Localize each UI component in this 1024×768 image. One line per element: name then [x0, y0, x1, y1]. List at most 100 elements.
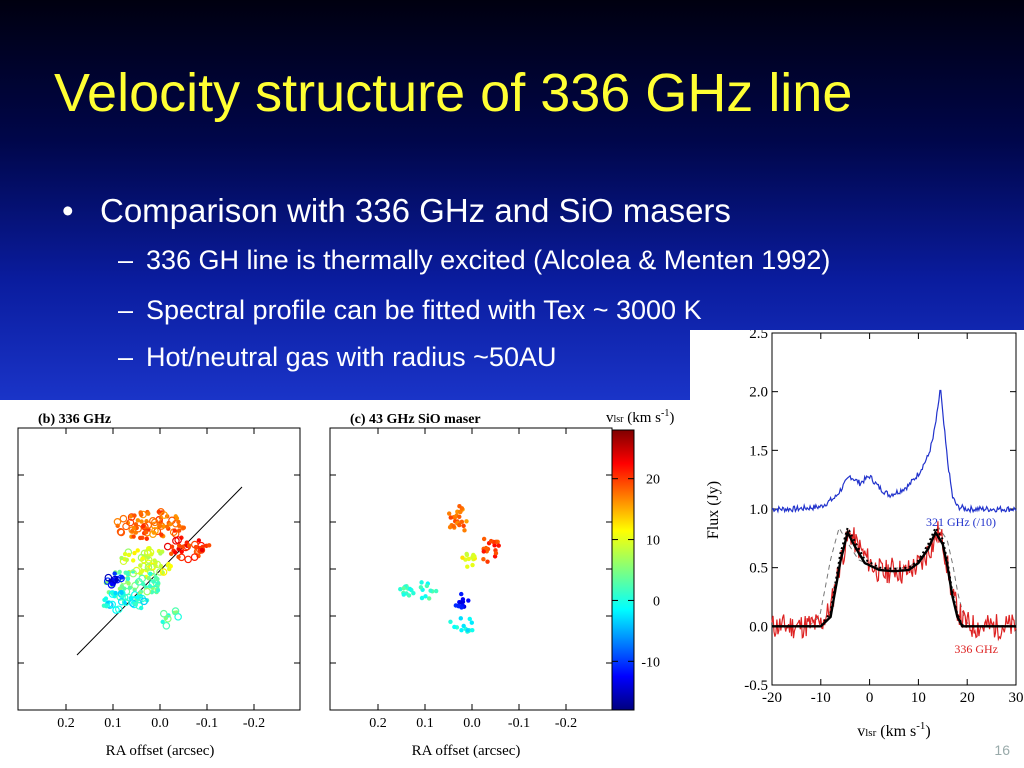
- panel-c-xlabel: RA offset (arcsec): [412, 743, 521, 759]
- maser-point: [197, 546, 206, 554]
- maser-point: [398, 586, 403, 592]
- maser-point: [179, 535, 184, 540]
- maser-point: [159, 609, 168, 618]
- maser-point: [457, 504, 462, 509]
- tick-label: 0.5: [749, 561, 768, 577]
- maser-point: [493, 551, 499, 556]
- maser-point: [174, 536, 182, 544]
- tick-label: -0.1: [508, 716, 530, 731]
- maser-point: [176, 523, 182, 528]
- maser-point: [168, 522, 173, 527]
- panel-b-fit-line: [76, 486, 243, 656]
- maser-point: [472, 554, 477, 559]
- spectrum-ylabel: Flux (Jy): [705, 481, 722, 539]
- maser-point: [465, 628, 470, 633]
- tick-label: 2.5: [749, 330, 768, 342]
- maser-point: [143, 587, 151, 596]
- maser-point: [155, 588, 161, 593]
- maser-point: [131, 525, 136, 531]
- maser-point: [465, 564, 470, 569]
- maser-point: [143, 530, 149, 535]
- tick-label: 0.0: [463, 716, 481, 731]
- maser-point: [159, 568, 168, 576]
- tick-label: 0.0: [151, 716, 169, 731]
- bullet-main-text: Comparison with 336 GHz and SiO masers: [100, 192, 731, 229]
- maser-point: [460, 597, 466, 602]
- maser-point: [144, 556, 153, 564]
- maser-point: [111, 575, 119, 584]
- maser-point: [149, 517, 157, 525]
- tick-label: -0.1: [196, 716, 218, 731]
- maser-point: [140, 597, 148, 606]
- maser-point: [119, 555, 124, 561]
- maser-point: [104, 603, 109, 608]
- sub-bullet-text: Spectral profile can be fitted with Tex …: [146, 295, 702, 325]
- bullet-main: • Comparison with 336 GHz and SiO masers: [62, 192, 731, 229]
- page-number: 16: [994, 742, 1010, 758]
- maser-point: [119, 590, 124, 595]
- tick-label: 2.0: [749, 385, 768, 401]
- maser-point: [184, 555, 192, 564]
- maser-point: [127, 585, 133, 590]
- maser-point: [162, 621, 171, 630]
- maser-point: [153, 563, 158, 569]
- maser-point: [146, 576, 151, 581]
- maser-point: [135, 548, 140, 553]
- maser-point: [139, 519, 144, 524]
- maser-point: [126, 552, 132, 558]
- maser-point: [457, 509, 463, 515]
- colorbar-tick-label: 20: [646, 473, 660, 488]
- maser-point: [448, 619, 453, 624]
- tick-label: 30: [1009, 690, 1024, 706]
- maser-point: [452, 624, 457, 630]
- panel-b-336-ghz: (b) 336 GHz 0.2 0.1 0.0 -0.1 -0.2 RA off…: [17, 412, 301, 759]
- maser-point: [141, 523, 146, 529]
- maser-point: [459, 519, 465, 525]
- tick-label: 10: [911, 690, 926, 706]
- sub-bullet: – Hot/neutral gas with radius ~50AU: [118, 342, 557, 372]
- maser-point: [121, 598, 130, 607]
- panel-b-title: (b) 336 GHz: [38, 412, 111, 427]
- maser-point: [481, 536, 487, 542]
- maser-point: [122, 522, 130, 531]
- maser-point: [419, 595, 425, 601]
- maser-point: [470, 562, 475, 568]
- maser-point: [446, 511, 452, 516]
- maser-point: [485, 559, 490, 564]
- maser-point: [193, 544, 199, 550]
- maser-point: [168, 551, 174, 556]
- maser-point: [151, 527, 159, 535]
- maser-point: [462, 528, 467, 533]
- maser-point: [140, 556, 146, 561]
- maser-point: [135, 518, 141, 523]
- maser-point: [108, 600, 117, 609]
- panel-c-frame: [329, 427, 613, 711]
- sub-bullet-text: Hot/neutral gas with radius ~50AU: [146, 342, 557, 372]
- maser-point: [481, 549, 486, 554]
- series-label-336: 336 GHz: [954, 642, 998, 656]
- tick-label: 20: [960, 690, 975, 706]
- maser-point: [171, 607, 180, 615]
- maser-point: [114, 605, 123, 614]
- maser-point: [459, 591, 464, 597]
- maser-point: [126, 581, 131, 586]
- maser-point: [126, 518, 135, 527]
- maser-point: [196, 538, 202, 543]
- maser-point: [155, 576, 160, 582]
- tick-label: 0.2: [369, 716, 387, 731]
- colorbar-tick-label: -10: [641, 655, 660, 670]
- maser-point: [401, 592, 406, 597]
- maser-point: [447, 525, 453, 530]
- colorbar-label: vlsr (km s-1): [606, 408, 674, 426]
- maser-point: [124, 557, 130, 562]
- maser-point: [161, 524, 166, 529]
- maser-point: [464, 551, 469, 557]
- maser-point: [128, 514, 134, 519]
- maser-point: [168, 563, 173, 569]
- maser-point: [199, 547, 205, 553]
- maser-point: [457, 514, 462, 519]
- tick-label: 0.1: [416, 716, 434, 731]
- maser-point: [104, 573, 113, 582]
- maser-point: [172, 528, 177, 533]
- tick-label: 0.0: [749, 619, 768, 635]
